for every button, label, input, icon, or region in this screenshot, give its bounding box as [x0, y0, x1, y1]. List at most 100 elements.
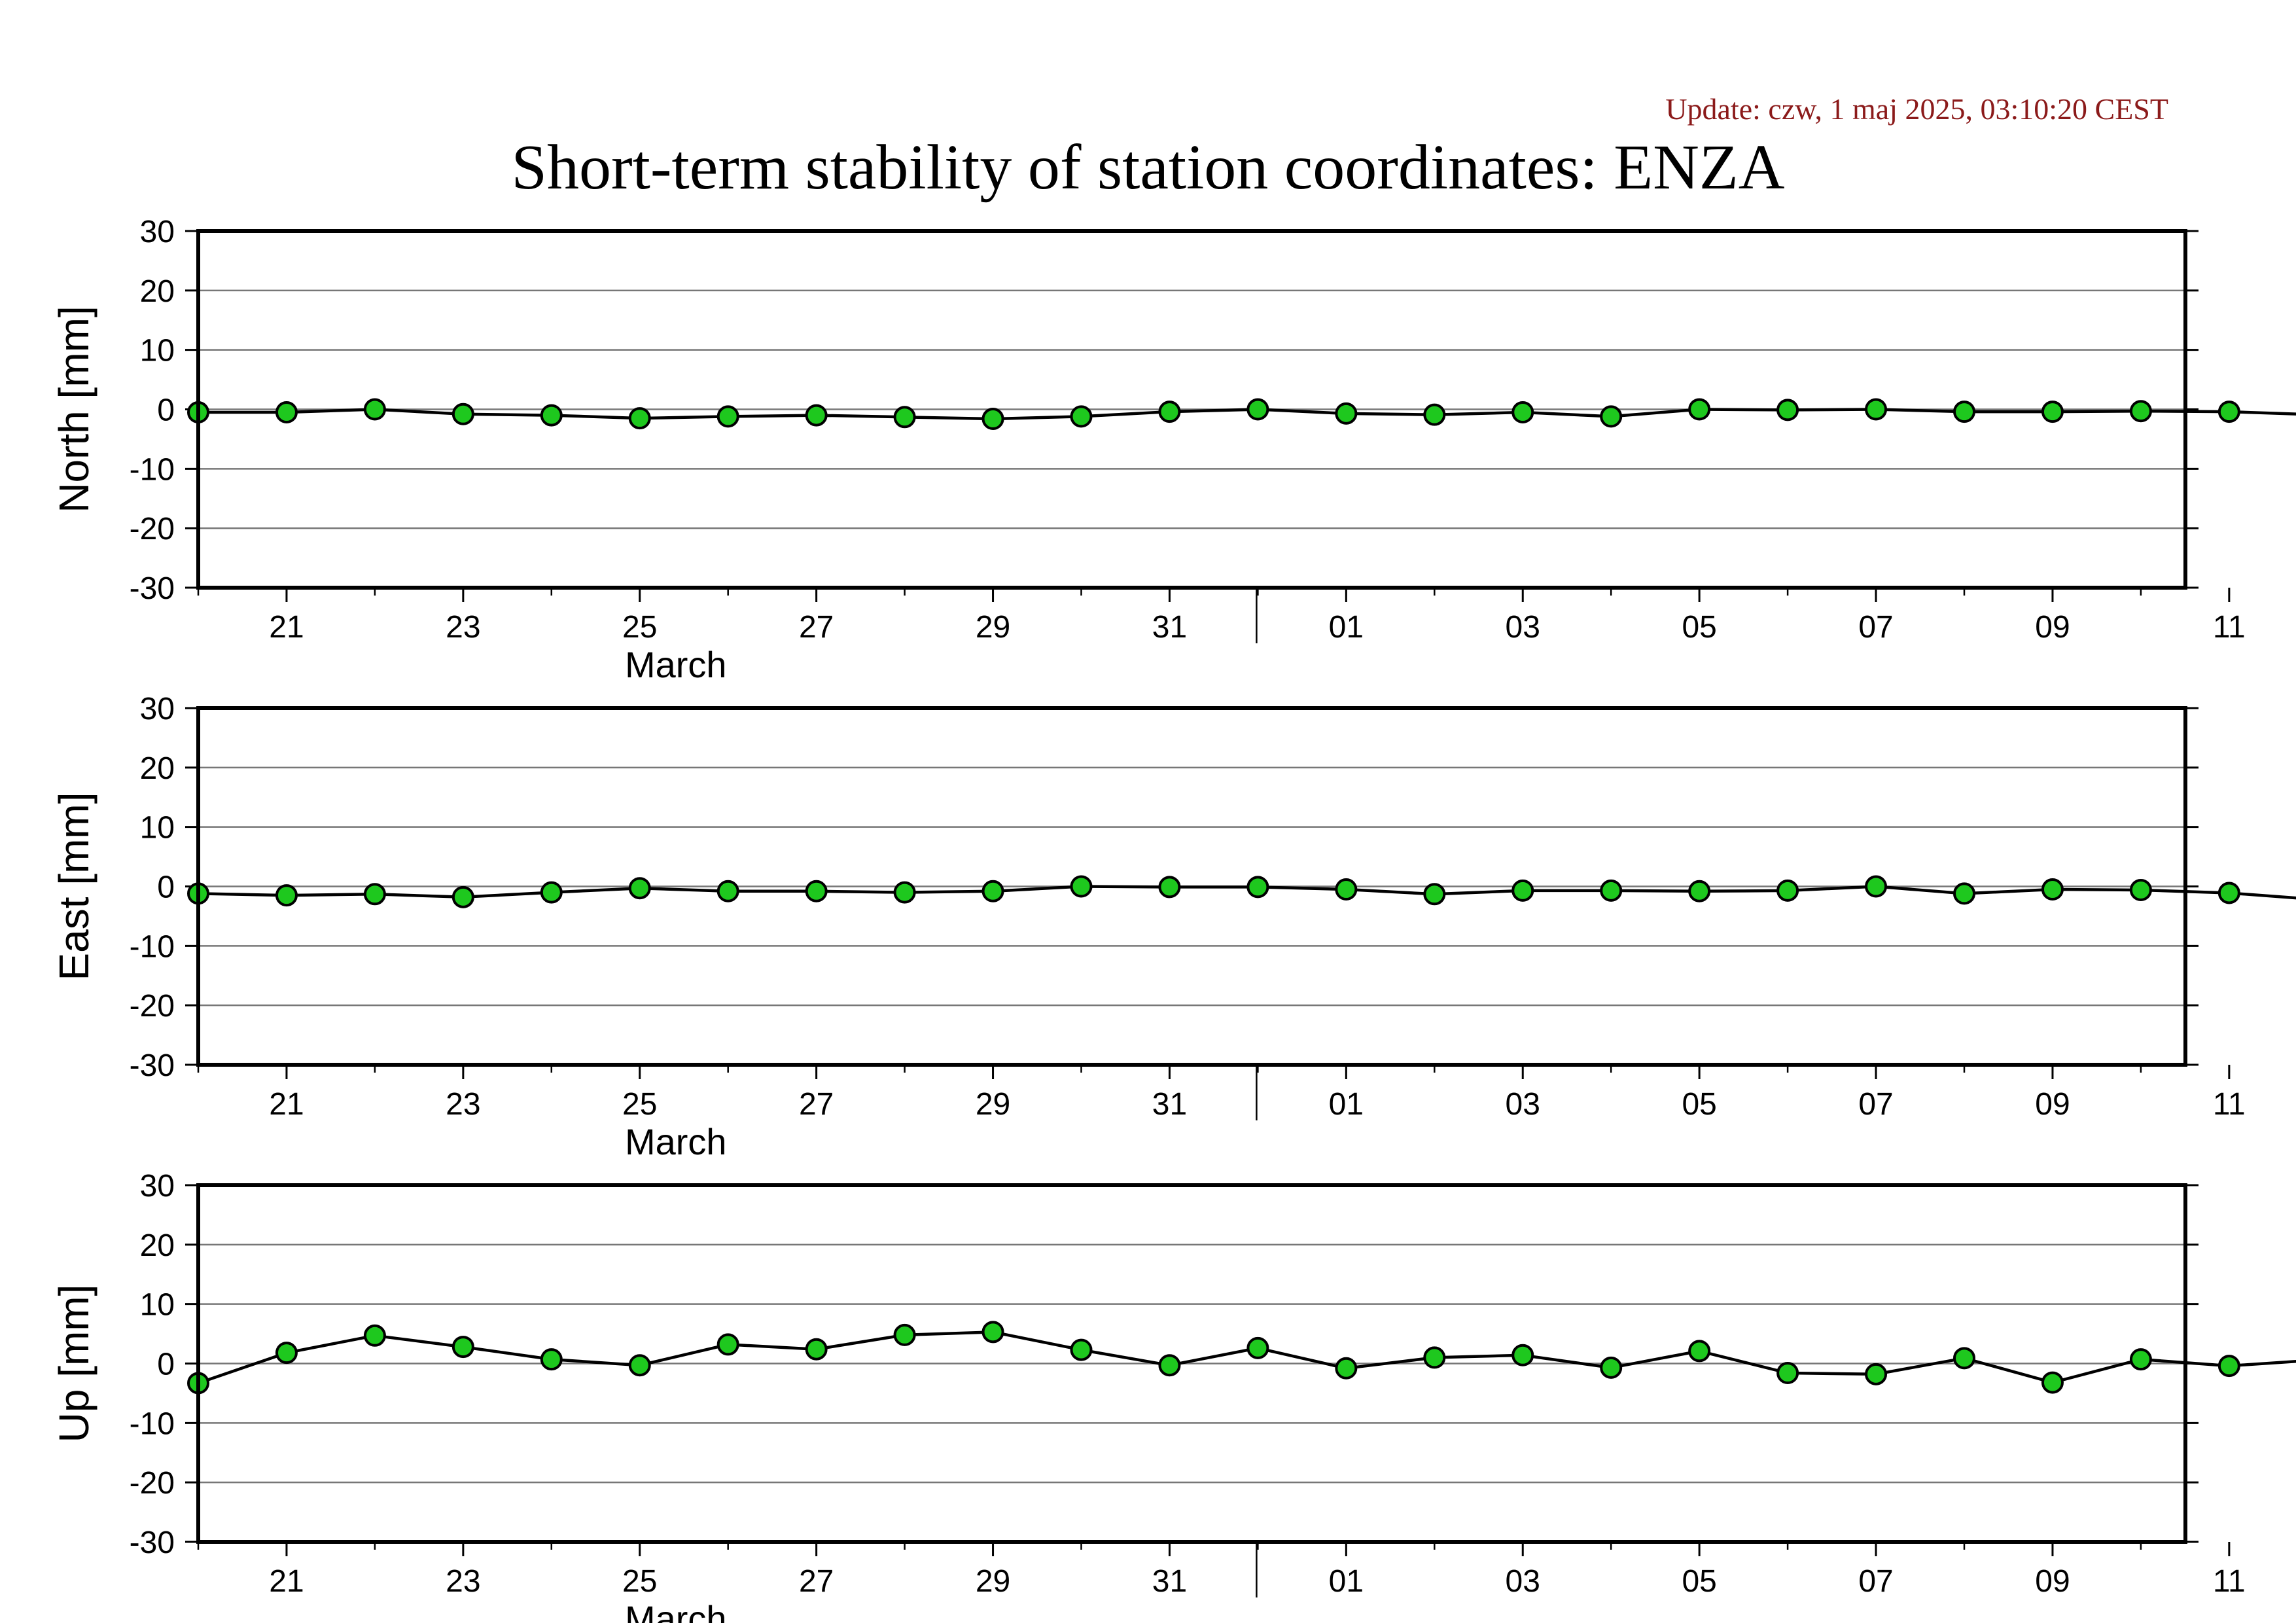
x-tick-label: 01	[1329, 1087, 1364, 1122]
y-tick-label: 10	[140, 1288, 175, 1323]
data-point	[1423, 403, 1446, 426]
series-line	[198, 408, 2296, 421]
x-tick-label: 07	[1858, 1564, 1893, 1599]
x-tick-label: 27	[799, 1087, 834, 1122]
data-point	[1070, 405, 1093, 428]
data-point	[716, 1333, 739, 1356]
plot-frame	[196, 229, 2187, 590]
x-tick-label: 05	[1682, 1564, 1716, 1599]
data-point	[1688, 880, 1711, 902]
x-tick-label: 29	[976, 1564, 1010, 1599]
x-tick-label: 29	[976, 1087, 1010, 1122]
data-point	[1070, 1338, 1093, 1361]
y-tick-label: -30	[130, 1048, 175, 1083]
series-line	[198, 885, 2296, 900]
x-tick-label: 23	[446, 1564, 480, 1599]
data-point	[1158, 1354, 1181, 1377]
data-point	[363, 1324, 386, 1347]
x-tick-label: 27	[799, 1564, 834, 1599]
data-point	[1865, 875, 1888, 898]
data-point	[1865, 1363, 1888, 1385]
data-point	[1865, 398, 1888, 421]
x-tick-label: 31	[1152, 1564, 1187, 1599]
y-tick-label: 0	[157, 870, 175, 905]
data-point	[981, 880, 1004, 902]
x-tick-label: 01	[1329, 1564, 1364, 1599]
x-tick-label: 03	[1506, 610, 1540, 645]
y-tick-label: 10	[140, 334, 175, 368]
x-tick-label: 09	[2035, 610, 2070, 645]
x-tick-label: 31	[1152, 1087, 1187, 1122]
data-point	[893, 881, 916, 904]
x-month-label: March	[625, 1121, 727, 1162]
data-point	[805, 1338, 828, 1361]
data-point	[2217, 1355, 2240, 1378]
y-tick-label: 30	[140, 692, 175, 726]
data-point	[451, 1336, 474, 1359]
x-tick-label: 23	[446, 610, 480, 645]
data-point	[1511, 879, 1534, 902]
y-axis-label: North [mm]	[50, 306, 97, 512]
data-point	[716, 880, 739, 902]
data-point	[2129, 1348, 2152, 1371]
x-tick-label: 07	[1858, 610, 1893, 645]
data-point	[540, 881, 563, 904]
data-point	[1511, 401, 1534, 424]
data-point	[451, 402, 474, 425]
data-point	[1335, 402, 1358, 425]
plot-frame	[196, 706, 2187, 1067]
data-point	[893, 1323, 916, 1346]
data-point	[1070, 875, 1093, 898]
y-tick-label: 20	[140, 751, 175, 786]
data-point	[1423, 1346, 1446, 1369]
data-point	[2217, 882, 2240, 904]
update-timestamp: Update: czw, 1 maj 2025, 03:10:20 CEST	[1665, 92, 2168, 126]
x-month-label: March	[625, 1598, 727, 1623]
x-tick-label: 01	[1329, 610, 1364, 645]
data-point	[2129, 878, 2152, 901]
data-point	[628, 877, 651, 900]
y-tick-label: -10	[130, 929, 175, 964]
y-tick-label: 20	[140, 1228, 175, 1263]
y-tick-label: 0	[157, 1347, 175, 1382]
x-tick-label: 11	[2213, 1087, 2246, 1122]
data-point	[1511, 1344, 1534, 1366]
x-tick-label: 21	[269, 1087, 304, 1122]
x-month-label: March	[625, 644, 727, 685]
y-axis-label: Up [mm]	[50, 1285, 97, 1443]
x-tick-label: 23	[446, 1087, 480, 1122]
data-point	[1246, 398, 1269, 421]
data-point	[540, 1348, 563, 1371]
y-axis-label: East [mm]	[50, 792, 97, 980]
data-point	[628, 1354, 651, 1377]
data-point	[1776, 1362, 1799, 1385]
x-tick-label: 09	[2035, 1087, 2070, 1122]
data-point	[1953, 882, 1975, 905]
data-point	[1423, 883, 1446, 906]
data-point	[275, 401, 298, 424]
x-tick-label: 31	[1152, 610, 1187, 645]
data-point	[2041, 1371, 2064, 1394]
data-point	[2129, 400, 2152, 423]
data-point	[1776, 879, 1799, 902]
y-tick-label: 20	[140, 274, 175, 309]
x-tick-label: 25	[622, 1087, 657, 1122]
x-tick-label: 11	[2213, 610, 2246, 645]
data-point	[2041, 401, 2064, 423]
x-tick-label: 21	[269, 1564, 304, 1599]
x-tick-label: 03	[1506, 1564, 1540, 1599]
data-point	[1246, 1336, 1269, 1359]
x-tick-label: 07	[1858, 1087, 1893, 1122]
data-point	[805, 880, 828, 902]
data-point	[1776, 399, 1799, 421]
y-tick-label: 30	[140, 1169, 175, 1204]
series-line	[198, 1330, 2296, 1385]
y-tick-label: -10	[130, 1406, 175, 1441]
y-tick-label: -20	[130, 1466, 175, 1501]
data-point	[451, 885, 474, 908]
